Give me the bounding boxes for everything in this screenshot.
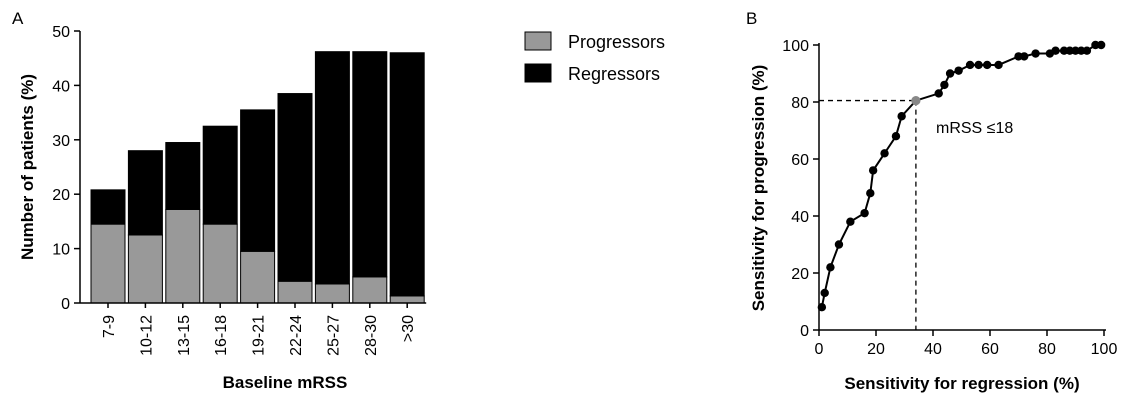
legend-swatch-progressors bbox=[524, 31, 552, 51]
bar-progressors-3 bbox=[202, 223, 238, 304]
data-point bbox=[1019, 52, 1029, 61]
data-point bbox=[994, 60, 1003, 70]
x-tick-label-a: >30 bbox=[400, 315, 417, 342]
x-tick-label-b: 60 bbox=[981, 341, 999, 358]
y-tick-label-a: 0 bbox=[61, 296, 70, 313]
y-tick-label-a: 30 bbox=[52, 133, 70, 150]
data-point bbox=[817, 303, 827, 312]
x-axis-title-a: Baseline mRSS bbox=[223, 373, 348, 392]
x-tick-label-a: 22-24 bbox=[288, 315, 305, 356]
data-point bbox=[866, 189, 875, 198]
y-tick-label-a: 40 bbox=[52, 78, 70, 95]
data-point bbox=[974, 60, 983, 70]
data-point bbox=[965, 60, 975, 70]
bar-progressors-0 bbox=[90, 223, 126, 304]
bar-progressors-7 bbox=[352, 276, 388, 304]
bar-progressors-1 bbox=[127, 234, 163, 304]
data-point bbox=[868, 166, 878, 175]
data-point bbox=[1082, 46, 1092, 55]
legend-label-progressors: Progressors bbox=[568, 32, 665, 52]
x-tick-label-b: 80 bbox=[1038, 341, 1056, 358]
bar-regressors-7 bbox=[352, 51, 388, 278]
x-tick-label-b: 0 bbox=[815, 341, 824, 358]
y-axis-title-a: Number of patients (%) bbox=[18, 74, 37, 260]
data-point bbox=[846, 217, 855, 226]
bar-regressors-6 bbox=[314, 51, 350, 285]
data-point bbox=[982, 60, 992, 70]
legend-label-regressors: Regressors bbox=[568, 64, 660, 84]
x-tick-label-b: 20 bbox=[867, 341, 885, 358]
bar-regressors-0 bbox=[90, 189, 126, 225]
y-tick-label-a: 20 bbox=[52, 187, 70, 204]
x-tick-label-a: 7-9 bbox=[101, 315, 118, 338]
bar-regressors-4 bbox=[240, 109, 276, 252]
y-tick-label-b: 40 bbox=[791, 209, 809, 226]
x-tick-label-b: 100 bbox=[1091, 341, 1118, 358]
x-tick-label-a: 10-12 bbox=[138, 315, 155, 356]
data-point bbox=[954, 66, 963, 75]
bar-regressors-3 bbox=[202, 125, 238, 225]
y-axis-title-b: Sensitivity for progression (%) bbox=[749, 65, 768, 312]
data-point bbox=[1096, 40, 1106, 50]
bar-regressors-2 bbox=[165, 142, 201, 210]
x-axis-title-b: Sensitivity for regression (%) bbox=[844, 374, 1079, 393]
y-tick-label-b: 20 bbox=[791, 266, 809, 283]
data-point bbox=[934, 89, 943, 98]
bar-regressors-1 bbox=[127, 150, 163, 236]
y-tick-label-a: 10 bbox=[52, 242, 70, 259]
highlight-point bbox=[911, 95, 921, 106]
data-point bbox=[834, 240, 844, 249]
data-point bbox=[1051, 46, 1060, 55]
x-tick-label-a: 19-21 bbox=[251, 315, 268, 356]
data-point bbox=[880, 149, 889, 158]
y-tick-label-b: 80 bbox=[791, 95, 809, 112]
data-point bbox=[945, 69, 955, 78]
bar-progressors-6 bbox=[314, 283, 350, 304]
data-point bbox=[820, 288, 829, 298]
bar-regressors-8 bbox=[389, 52, 425, 297]
y-tick-label-b: 100 bbox=[782, 38, 809, 55]
bar-progressors-5 bbox=[277, 280, 313, 304]
bar-regressors-5 bbox=[277, 93, 313, 282]
data-point bbox=[891, 132, 901, 141]
x-tick-label-a: 16-18 bbox=[213, 315, 230, 356]
bar-progressors-8 bbox=[389, 295, 425, 304]
x-tick-label-a: 25-27 bbox=[325, 315, 342, 356]
series-line-0 bbox=[820, 44, 1102, 308]
data-point bbox=[826, 263, 835, 272]
data-point bbox=[1031, 49, 1040, 58]
bar-progressors-2 bbox=[165, 208, 201, 304]
x-tick-label-b: 40 bbox=[924, 341, 942, 358]
x-tick-label-a: 28-30 bbox=[363, 315, 380, 356]
data-point bbox=[897, 112, 906, 121]
legend-swatch-regressors bbox=[524, 63, 552, 83]
x-tick-label-a: 13-15 bbox=[176, 315, 193, 356]
y-tick-label-a: 50 bbox=[52, 24, 70, 41]
annotation-mrss: mRSS ≤18 bbox=[936, 120, 1013, 137]
data-point bbox=[860, 208, 869, 218]
bar-progressors-4 bbox=[240, 250, 276, 304]
panel-letter-b: B bbox=[746, 9, 757, 28]
y-tick-label-b: 60 bbox=[791, 152, 809, 169]
y-tick-label-b: 0 bbox=[800, 323, 809, 340]
data-point bbox=[940, 80, 949, 90]
panel-letter-a: A bbox=[12, 9, 24, 28]
